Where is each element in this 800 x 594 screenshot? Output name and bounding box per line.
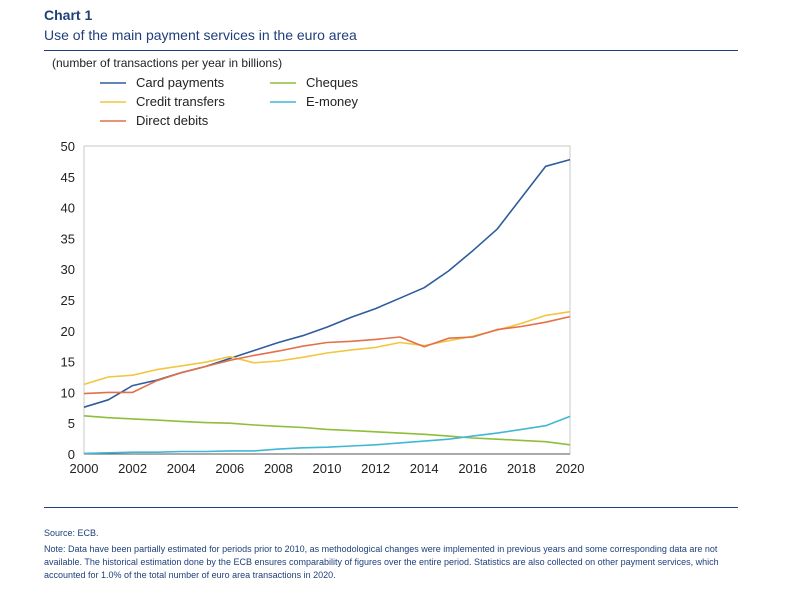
x-tick-label: 2020 [556, 461, 585, 476]
y-tick-label: 0 [68, 447, 75, 462]
x-tick-label: 2010 [313, 461, 342, 476]
legend-label: Card payments [136, 75, 225, 90]
legend-item: Credit transfers [100, 94, 225, 109]
x-tick-label: 2002 [118, 461, 147, 476]
legend-item: E-money [270, 94, 359, 109]
plot-frame [83, 145, 571, 455]
y-tick-label: 35 [61, 231, 75, 246]
x-tick-label: 2008 [264, 461, 293, 476]
y-tick-label: 45 [61, 170, 75, 185]
chart-legend: Card payments Credit transfers Direct debi… [100, 75, 359, 128]
x-tick-label: 2012 [361, 461, 390, 476]
y-tick-label: 10 [61, 385, 75, 400]
chart-series [83, 158, 571, 455]
y-tick-label: 40 [61, 201, 75, 216]
legend-item: Direct debits [100, 113, 209, 128]
y-tick-label: 30 [61, 262, 75, 277]
x-tick-label: 2016 [458, 461, 487, 476]
series-line-e-money [83, 415, 571, 455]
x-tick-label: 2014 [410, 461, 439, 476]
series-line-credit-transfers [83, 310, 571, 386]
x-tick-label: 2006 [215, 461, 244, 476]
chart-number: Chart 1 [44, 7, 93, 23]
y-tick-label: 25 [61, 293, 75, 308]
footnote: Note: Data have been partially estimated… [44, 544, 719, 580]
legend-label: Direct debits [136, 113, 209, 128]
legend-label: E-money [306, 94, 359, 109]
legend-label: Credit transfers [136, 94, 225, 109]
source-note: Source: ECB. [44, 528, 99, 538]
legend-label: Cheques [306, 75, 359, 90]
x-tick-label: 2018 [507, 461, 536, 476]
chart-subtitle: (number of transactions per year in bill… [52, 56, 283, 70]
series-line-cheques [83, 415, 571, 446]
legend-item: Cheques [270, 75, 359, 90]
y-tick-label: 15 [61, 355, 75, 370]
x-tick-label: 2000 [70, 461, 99, 476]
bottom-divider [44, 507, 738, 508]
chart-axes: 0 5 10 15 20 25 30 35 40 45 50 2000 2002 2004 2006 2008… [61, 139, 585, 476]
top-divider [44, 50, 738, 51]
y-tick-label: 20 [61, 324, 75, 339]
y-tick-label: 50 [61, 139, 75, 154]
series-line-direct-debits [83, 315, 571, 395]
x-tick-label: 2004 [167, 461, 196, 476]
chart-title: Use of the main payment services in the … [44, 27, 357, 43]
y-tick-label: 5 [68, 416, 75, 431]
legend-item: Card payments [100, 75, 225, 90]
